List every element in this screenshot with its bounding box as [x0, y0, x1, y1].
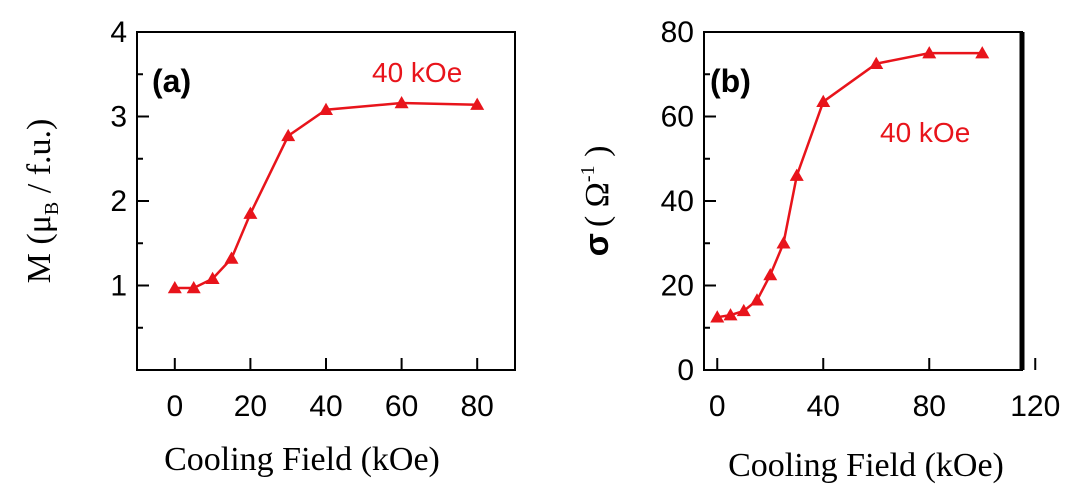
x-tick-label: 40	[807, 390, 840, 423]
data-point-marker	[281, 128, 296, 142]
x-tick-label: 80	[461, 390, 494, 423]
data-point-marker	[710, 310, 725, 323]
data-point-marker	[750, 293, 764, 306]
series-line-a	[174, 101, 478, 290]
y-tick-label: 4	[110, 16, 127, 49]
y-tick-label: 40	[661, 185, 694, 218]
series-line-b	[717, 51, 983, 319]
y-axis-title-a: M (μB / f.u.)	[21, 119, 63, 284]
panel-b: 0 20 40 60 80 0 40 80 120 (b) 40 kOe Cooling Fi…	[577, 16, 1060, 484]
plot-frame-b	[703, 31, 1023, 371]
series-markers-b	[710, 46, 990, 323]
data-point-marker	[763, 267, 778, 281]
data-point-marker	[470, 97, 485, 110]
y-axis-title-open-b: ( Ω	[579, 182, 616, 227]
data-point-marker	[243, 206, 258, 219]
x-tick-label: 0	[709, 390, 726, 423]
annotation-b: 40 kOe	[880, 117, 970, 148]
y-axis-title-rest-a: / f.u.)	[21, 119, 58, 202]
data-point-marker	[394, 95, 409, 109]
y-tick-label: 0	[677, 354, 694, 387]
y-axis-title-main-b: σ	[578, 233, 616, 256]
data-point-marker	[869, 56, 884, 69]
y-tick-label: 20	[661, 270, 694, 303]
data-point-marker	[224, 251, 239, 264]
y-axis-title-b: σ ( Ω-1 )	[577, 146, 616, 257]
data-point-marker	[736, 303, 751, 317]
data-point-marker	[723, 308, 738, 321]
panel-a: 1 2 3 4 0 20 40 60 80 (a) 40 kOe Cooling Field …	[21, 16, 516, 478]
y-axis-title-sub-a: B	[41, 202, 63, 215]
y-tick-label: 1	[110, 270, 127, 303]
data-point-marker	[922, 46, 937, 59]
y-tick-label: 80	[661, 16, 694, 49]
y-tick-label: 3	[110, 101, 127, 134]
annotation-a: 40 kOe	[372, 57, 462, 88]
x-tick-label: 80	[913, 390, 946, 423]
data-point-marker	[205, 271, 220, 284]
panel-label-a: (a)	[152, 63, 191, 99]
series-markers-a	[167, 95, 485, 294]
data-point-marker	[319, 102, 333, 115]
y-axis-title-sup-b: -1	[577, 165, 599, 182]
data-point-marker	[776, 236, 791, 249]
x-tick-label: 0	[166, 390, 183, 423]
y-axis-title-close-b: )	[579, 146, 616, 166]
panel-label-b: (b)	[710, 63, 751, 99]
y-axis-title-main-a: M (μ	[21, 215, 58, 283]
data-point-marker	[186, 281, 201, 294]
x-tick-label: 60	[385, 390, 418, 423]
data-point-marker	[167, 281, 182, 294]
x-tick-label: 40	[309, 390, 342, 423]
x-axis-title-b: Cooling Field (kOe)	[728, 447, 1004, 484]
x-tick-label: 120	[1010, 390, 1060, 423]
y-ticks-a: 1 2 3 4	[110, 16, 149, 329]
data-point-marker	[816, 94, 831, 107]
x-axis-title-a: Cooling Field (kOe)	[164, 441, 440, 478]
y-tick-label: 60	[661, 101, 694, 134]
data-point-marker	[789, 168, 804, 181]
y-tick-label: 2	[110, 185, 127, 218]
x-tick-label: 20	[234, 390, 267, 423]
data-point-marker	[975, 46, 990, 59]
x-ticks-b: 0 40 80 120	[709, 358, 1060, 423]
y-ticks-b: 0 20 40 60 80	[661, 16, 716, 387]
x-ticks-a: 0 20 40 60 80	[166, 358, 494, 423]
